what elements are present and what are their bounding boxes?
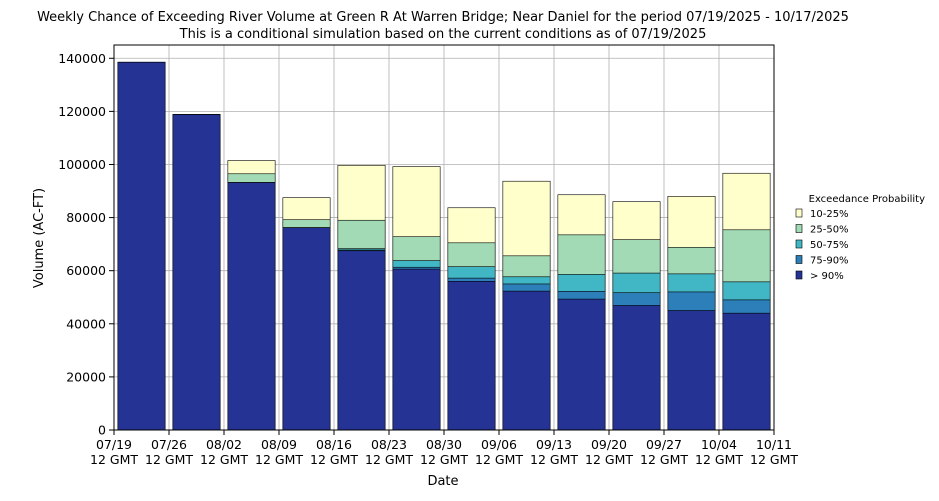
y-tick-label: 80000 <box>66 210 106 225</box>
y-axis-title: Volume (AC-FT) <box>32 188 47 288</box>
chart-title: Weekly Chance of Exceeding River Volume … <box>37 10 849 25</box>
x-tick-label: 12 GMT <box>310 452 358 467</box>
bar-segment <box>667 310 716 431</box>
bar-segment <box>282 227 331 431</box>
x-tick-label: 12 GMT <box>420 452 468 467</box>
legend-label: 75-90% <box>810 256 849 267</box>
bar-segment <box>502 290 551 431</box>
bar-segment <box>722 312 771 431</box>
bar-segment <box>337 250 386 431</box>
bar-segment <box>612 305 661 431</box>
bar-segment <box>447 281 496 431</box>
x-tick-label: 08/02 <box>206 437 242 452</box>
bar-segment <box>557 298 606 431</box>
bars <box>117 61 771 431</box>
x-tick-label: 08/09 <box>261 437 297 452</box>
x-tick-label: 12 GMT <box>530 452 578 467</box>
bar-segment <box>117 61 166 431</box>
legend: Exceedance Probability 10-25% 25-50% 50-75%… <box>795 194 925 282</box>
axes: 0 20000 40000 60000 80000 100000 120000 140000 0… <box>58 44 798 467</box>
x-tick-label: 12 GMT <box>640 452 688 467</box>
x-tick-label: 12 GMT <box>695 452 743 467</box>
legend-label: 10-25% <box>810 209 849 220</box>
legend-label: > 90% <box>810 271 844 282</box>
legend-label: 25-50% <box>810 225 849 236</box>
y-tick-label: 100000 <box>58 157 106 172</box>
legend-swatch <box>795 239 803 249</box>
y-tick-label: 140000 <box>58 51 106 66</box>
x-tick-label: 09/20 <box>591 437 627 452</box>
y-tick-label: 20000 <box>66 369 106 384</box>
x-tick-label: 08/23 <box>371 437 407 452</box>
x-tick-label: 08/16 <box>316 437 352 452</box>
x-tick-label: 12 GMT <box>365 452 413 467</box>
y-tick-label: 40000 <box>66 316 106 331</box>
y-tick-label: 0 <box>98 423 106 438</box>
x-tick-label: 08/30 <box>426 437 462 452</box>
legend-title: Exceedance Probability <box>809 194 925 205</box>
x-axis-title: Date <box>427 474 458 489</box>
legend-swatch <box>795 224 803 233</box>
legend-swatch <box>795 255 803 264</box>
x-tick-label: 10/04 <box>701 437 737 452</box>
bar-segment <box>392 268 441 431</box>
x-tick-label: 12 GMT <box>475 452 523 467</box>
x-tick-label: 07/19 <box>96 437 132 452</box>
x-tick-label: 12 GMT <box>145 452 193 467</box>
chart-subtitle: This is a conditional simulation based o… <box>179 27 707 42</box>
legend-swatch <box>795 208 803 218</box>
bar-segment <box>227 182 276 431</box>
grid-lines <box>113 45 775 431</box>
y-tick-label: 120000 <box>58 104 106 119</box>
legend-swatch <box>795 270 803 280</box>
x-tick-label: 12 GMT <box>90 452 138 467</box>
y-tick-label: 60000 <box>66 263 106 278</box>
x-tick-label: 12 GMT <box>255 452 303 467</box>
x-tick-label: 09/06 <box>481 437 517 452</box>
x-tick-label: 07/26 <box>151 437 187 452</box>
x-tick-label: 12 GMT <box>750 452 798 467</box>
x-tick-label: 12 GMT <box>585 452 633 467</box>
legend-label: 50-75% <box>810 240 849 251</box>
x-tick-label: 09/27 <box>646 437 682 452</box>
x-tick-label: 09/13 <box>536 437 572 452</box>
x-tick-label: 10/11 <box>756 437 792 452</box>
bar-segment <box>172 114 221 431</box>
x-tick-label: 12 GMT <box>200 452 248 467</box>
